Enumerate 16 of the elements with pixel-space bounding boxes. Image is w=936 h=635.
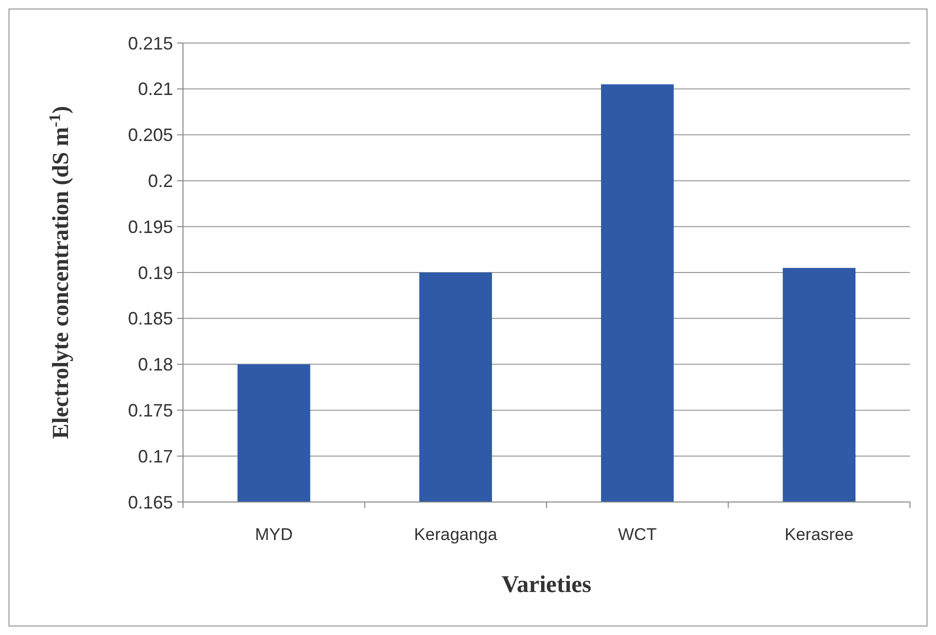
y-tick-label: 0.185 (128, 308, 173, 329)
y-tick-label: 0.21 (138, 79, 173, 100)
x-tick-label: Keraganga (414, 525, 498, 544)
y-tick-label: 0.2 (148, 171, 173, 191)
y-tick-label: 0.195 (128, 216, 173, 237)
y-tick-label: 0.18 (138, 354, 173, 375)
y-tick-label: 0.17 (138, 446, 173, 466)
y-tick-label: 0.175 (128, 400, 173, 420)
y-tick-label: 0.165 (128, 492, 173, 512)
x-axis-title: Varieties (502, 572, 592, 598)
x-tick-label: WCT (618, 525, 657, 544)
y-tick-label: 0.19 (138, 262, 173, 283)
x-tick-label: Kerasree (784, 525, 854, 544)
y-tick-label: 0.205 (128, 125, 173, 146)
x-tick-label: MYD (254, 525, 293, 544)
y-tick-label: 0.215 (128, 33, 173, 54)
